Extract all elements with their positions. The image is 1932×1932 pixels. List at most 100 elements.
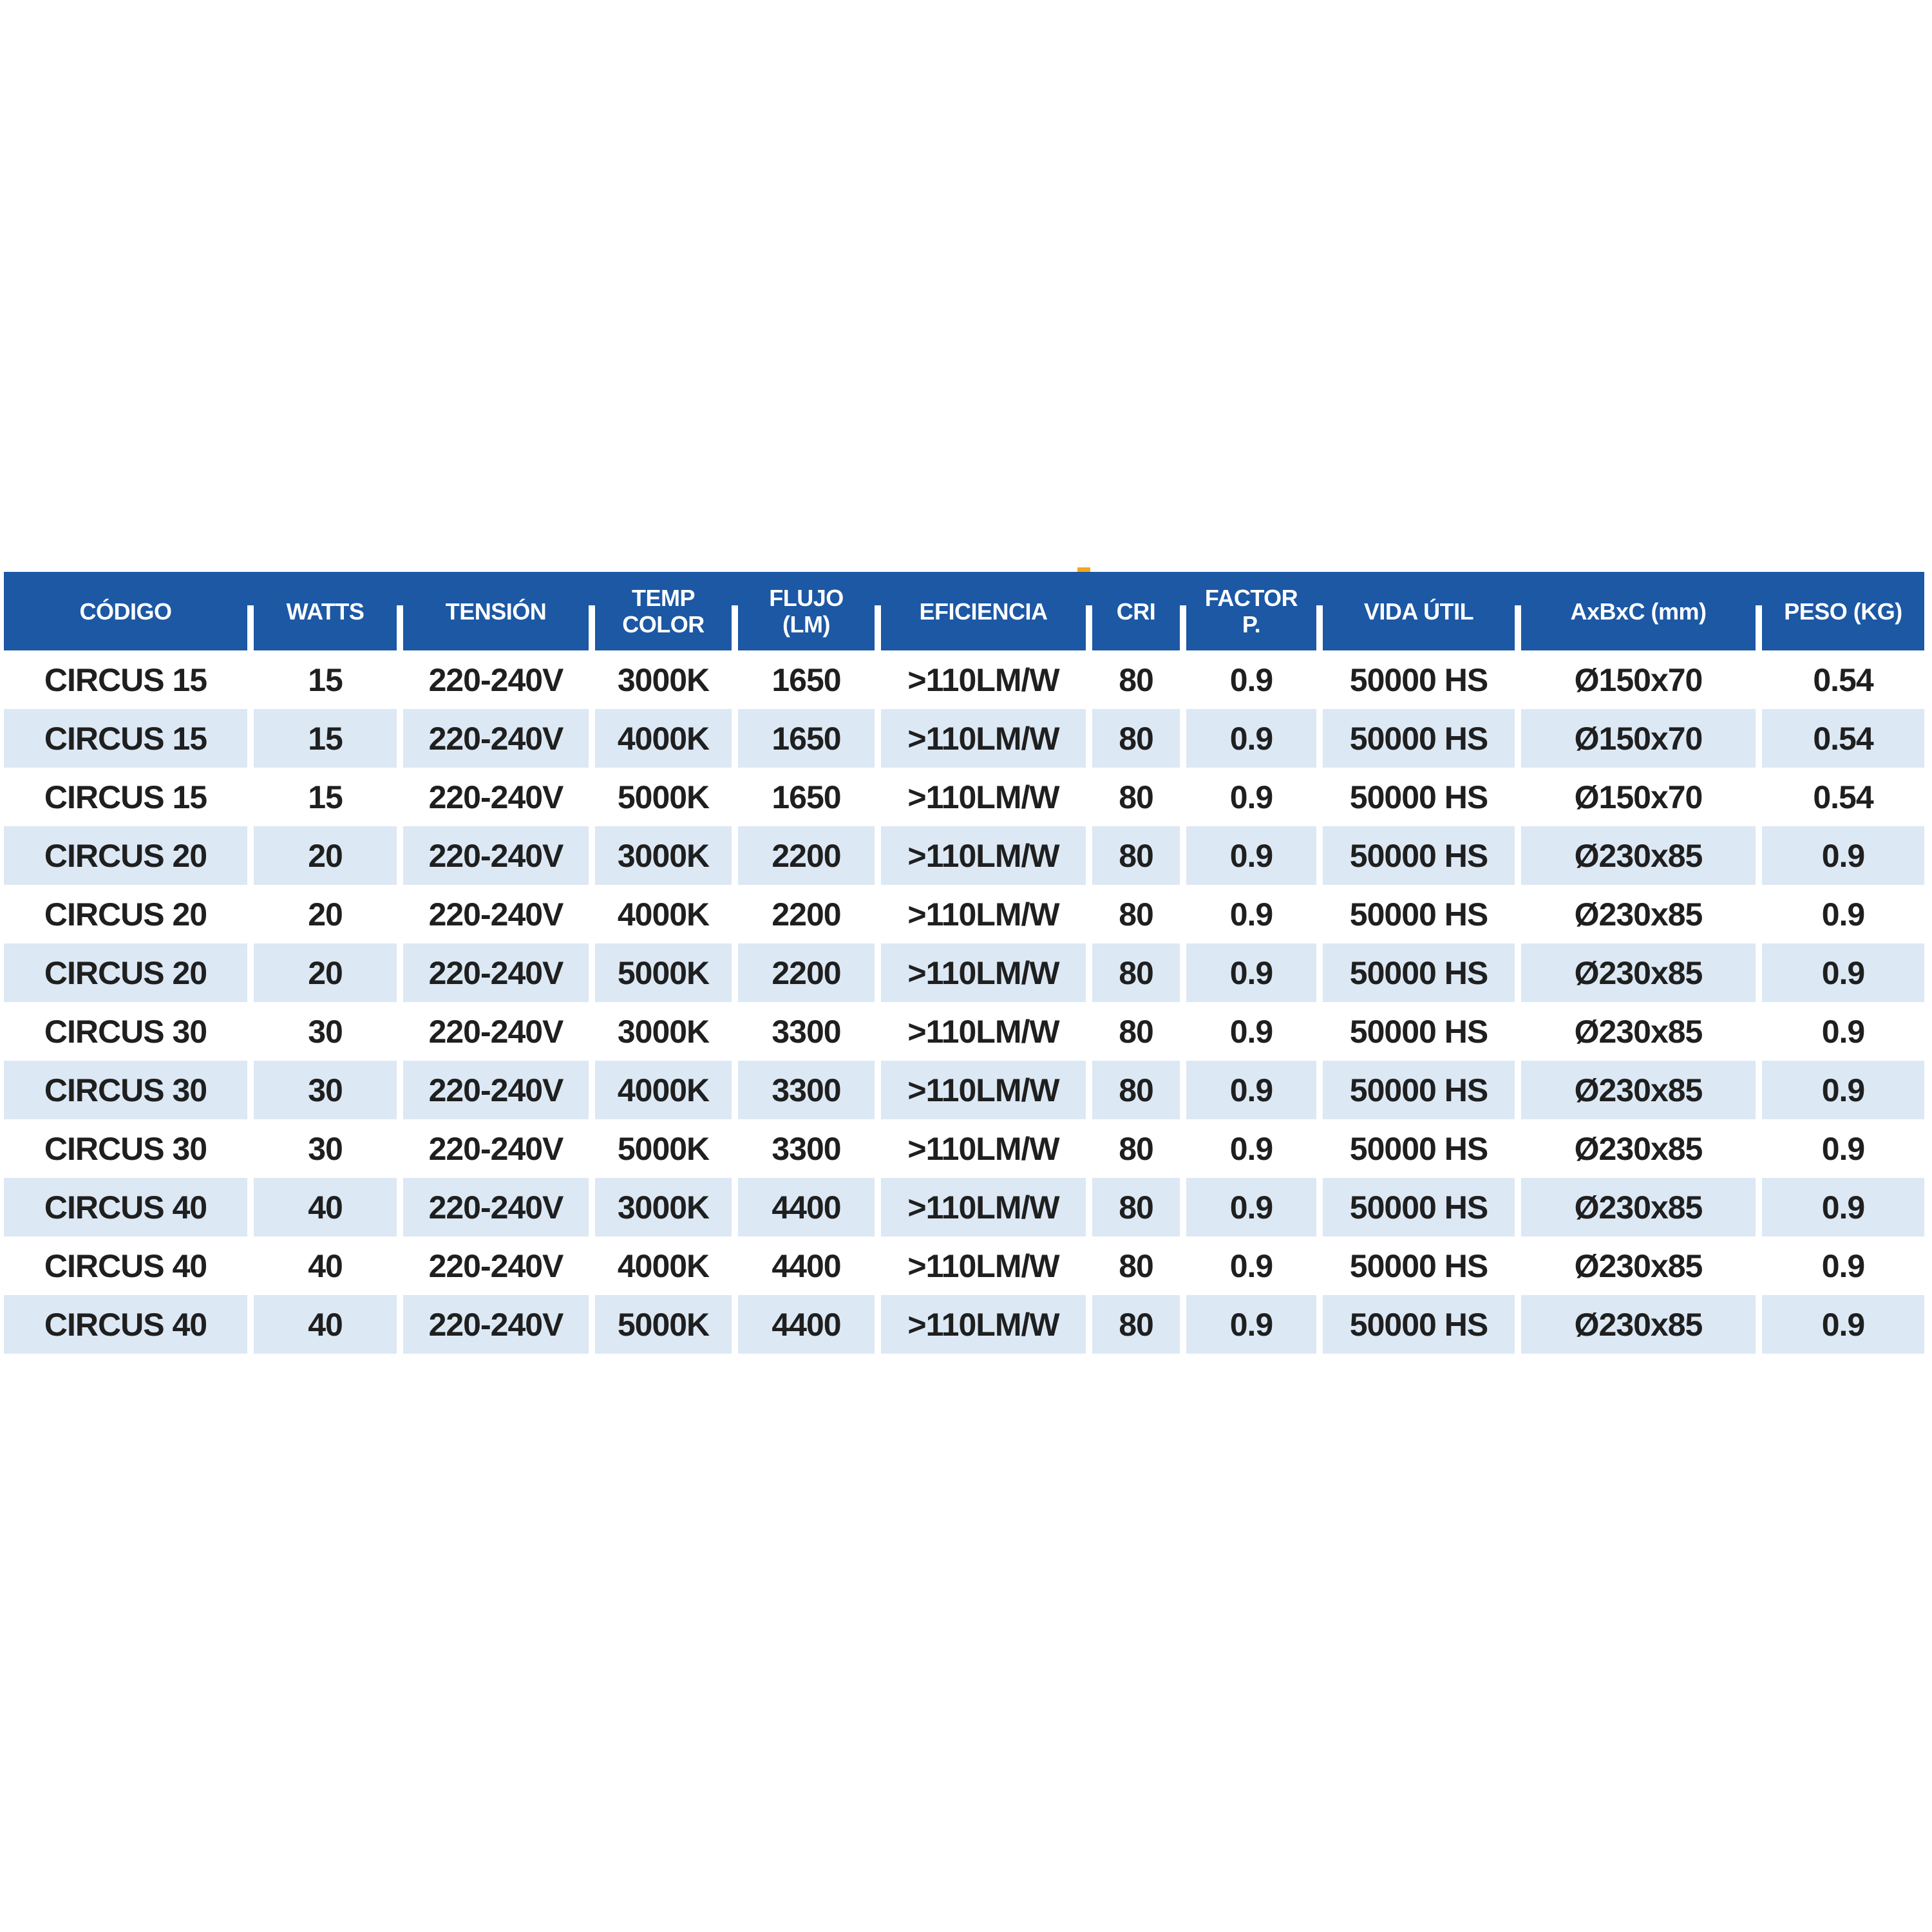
cell-eficiencia: >110LM/W xyxy=(907,1130,1059,1167)
cell-axbxc-mm: Ø230x85 xyxy=(1521,943,1756,1002)
orange-marker-icon xyxy=(1077,567,1090,572)
cell-temp-color: 4000K xyxy=(617,896,710,933)
cell-codigo: CIRCUS 20 xyxy=(4,826,247,885)
cell-peso-kg: 0.54 xyxy=(1762,709,1924,768)
column-header-codigo: CÓDIGO xyxy=(4,572,247,650)
cell-temp-color: 3000K xyxy=(595,1178,732,1236)
cell-cri: 80 xyxy=(1119,1130,1154,1167)
cell-factor-p: 0.9 xyxy=(1229,1013,1274,1050)
cell-axbxc-mm: Ø230x85 xyxy=(1521,1295,1756,1354)
table-row: CIRCUS 15 15 220-240V 5000K 1650 >110LM/W 80 0.… xyxy=(4,768,1924,826)
cell-codigo: CIRCUS 20 xyxy=(44,896,207,933)
cell-flujo-lm: 3300 xyxy=(772,1130,841,1167)
cell-vida-util: 50000 HS xyxy=(1323,709,1515,768)
cell-factor-p: 0.9 xyxy=(1229,1130,1274,1167)
cell-flujo-lm: 4400 xyxy=(738,1178,875,1236)
column-header-flujo-lm-text: (LM) xyxy=(782,611,830,638)
column-header-temp-color: TEMP COLOR xyxy=(595,572,732,650)
cell-tension: 220-240V xyxy=(403,709,589,768)
cell-flujo-lm: 4400 xyxy=(738,1295,875,1354)
cell-temp-color: 5000K xyxy=(617,1130,710,1167)
cell-codigo: CIRCUS 40 xyxy=(44,1247,207,1284)
cell-flujo-lm: 3300 xyxy=(738,1061,875,1119)
cell-cri: 80 xyxy=(1092,1295,1180,1354)
cell-watts: 15 xyxy=(254,709,397,768)
cell-cri: 80 xyxy=(1092,826,1180,885)
column-header-vida-util-text: VIDA ÚTIL xyxy=(1363,598,1474,625)
cell-watts: 30 xyxy=(254,1061,397,1119)
cell-cri: 80 xyxy=(1119,1247,1154,1284)
cell-watts: 20 xyxy=(308,896,343,933)
cell-vida-util: 50000 HS xyxy=(1323,1061,1515,1119)
cell-cri: 80 xyxy=(1092,943,1180,1002)
cell-factor-p: 0.9 xyxy=(1229,661,1274,698)
cell-tension: 220-240V xyxy=(428,1013,564,1050)
cell-axbxc-mm: Ø150x70 xyxy=(1521,709,1756,768)
column-header-factor-p: FACTOR P. xyxy=(1186,572,1316,650)
table-row: CIRCUS 40 40 220-240V 4000K 4400 >110LM/W 80 0.… xyxy=(4,1236,1924,1295)
table-row: CIRCUS 40 40 220-240V 5000K 4400 >110LM/W 80 0.… xyxy=(4,1295,1924,1354)
cell-vida-util: 50000 HS xyxy=(1323,826,1515,885)
cell-tension: 220-240V xyxy=(403,1178,589,1236)
cell-codigo: CIRCUS 20 xyxy=(4,943,247,1002)
cell-flujo-lm: 2200 xyxy=(772,896,841,933)
cell-codigo: CIRCUS 15 xyxy=(44,661,207,698)
column-header-temp-color-text: COLOR xyxy=(622,611,705,638)
cell-peso-kg: 0.9 xyxy=(1762,826,1924,885)
cell-codigo: CIRCUS 40 xyxy=(4,1295,247,1354)
cell-peso-kg: 0.9 xyxy=(1821,1130,1866,1167)
cell-axbxc-mm: Ø150x70 xyxy=(1574,661,1703,698)
cell-temp-color: 3000K xyxy=(595,826,732,885)
cell-axbxc-mm: Ø230x85 xyxy=(1521,1178,1756,1236)
cell-cri: 80 xyxy=(1119,896,1154,933)
cell-flujo-lm: 1650 xyxy=(772,661,841,698)
cell-temp-color: 4000K xyxy=(617,1247,710,1284)
table-row: CIRCUS 20 20 220-240V 5000K 2200 >110LM/W 80 0.… xyxy=(4,943,1924,1002)
cell-codigo: CIRCUS 30 xyxy=(4,1061,247,1119)
column-header-tension: TENSIÓN xyxy=(403,572,589,650)
table-row: CIRCUS 40 40 220-240V 3000K 4400 >110LM/W 80 0.… xyxy=(4,1178,1924,1236)
table-row: CIRCUS 30 30 220-240V 4000K 3300 >110LM/W 80 0.… xyxy=(4,1061,1924,1119)
cell-tension: 220-240V xyxy=(403,826,589,885)
cell-flujo-lm: 2200 xyxy=(738,826,875,885)
cell-peso-kg: 0.9 xyxy=(1762,1061,1924,1119)
cell-flujo-lm: 4400 xyxy=(772,1247,841,1284)
cell-vida-util: 50000 HS xyxy=(1349,896,1488,933)
cell-watts: 30 xyxy=(308,1013,343,1050)
column-header-eficiencia-text: EFICIENCIA xyxy=(919,598,1048,625)
cell-peso-kg: 0.9 xyxy=(1762,943,1924,1002)
cell-watts: 20 xyxy=(254,826,397,885)
column-header-cri: CRI xyxy=(1092,572,1180,650)
cell-flujo-lm: 2200 xyxy=(738,943,875,1002)
cell-eficiencia: >110LM/W xyxy=(881,1178,1086,1236)
cell-watts: 40 xyxy=(254,1178,397,1236)
cell-factor-p: 0.9 xyxy=(1229,1247,1274,1284)
table-header-row: CÓDIGO WATTS TENSIÓN TEMP COLOR FLUJO (LM) EFIC… xyxy=(4,572,1924,650)
column-header-tension-text: TENSIÓN xyxy=(445,598,547,625)
column-header-axbxc-mm-text: AxBxC (mm) xyxy=(1570,598,1707,625)
cell-tension: 220-240V xyxy=(428,896,564,933)
cell-tension: 220-240V xyxy=(428,661,564,698)
column-header-cri-text: CRI xyxy=(1116,598,1156,625)
cell-tension: 220-240V xyxy=(428,1130,564,1167)
cell-cri: 80 xyxy=(1092,709,1180,768)
cell-factor-p: 0.9 xyxy=(1229,779,1274,815)
column-header-factor-p-text: P. xyxy=(1242,611,1261,638)
cell-codigo: CIRCUS 15 xyxy=(4,709,247,768)
cell-axbxc-mm: Ø230x85 xyxy=(1574,1247,1703,1284)
cell-eficiencia: >110LM/W xyxy=(881,1295,1086,1354)
cell-vida-util: 50000 HS xyxy=(1323,1295,1515,1354)
cell-temp-color: 5000K xyxy=(617,779,710,815)
column-header-flujo-lm: FLUJO (LM) xyxy=(738,572,875,650)
cell-peso-kg: 0.9 xyxy=(1821,1247,1866,1284)
cell-flujo-lm: 3300 xyxy=(772,1013,841,1050)
cell-axbxc-mm: Ø150x70 xyxy=(1574,779,1703,815)
cell-cri: 80 xyxy=(1119,1013,1154,1050)
cell-vida-util: 50000 HS xyxy=(1323,943,1515,1002)
table-row: CIRCUS 20 20 220-240V 4000K 2200 >110LM/W 80 0.… xyxy=(4,885,1924,943)
cell-peso-kg: 0.54 xyxy=(1813,661,1873,698)
column-header-peso-kg: PESO (KG) xyxy=(1762,572,1924,650)
cell-eficiencia: >110LM/W xyxy=(881,1061,1086,1119)
cell-factor-p: 0.9 xyxy=(1229,896,1274,933)
cell-watts: 40 xyxy=(308,1247,343,1284)
